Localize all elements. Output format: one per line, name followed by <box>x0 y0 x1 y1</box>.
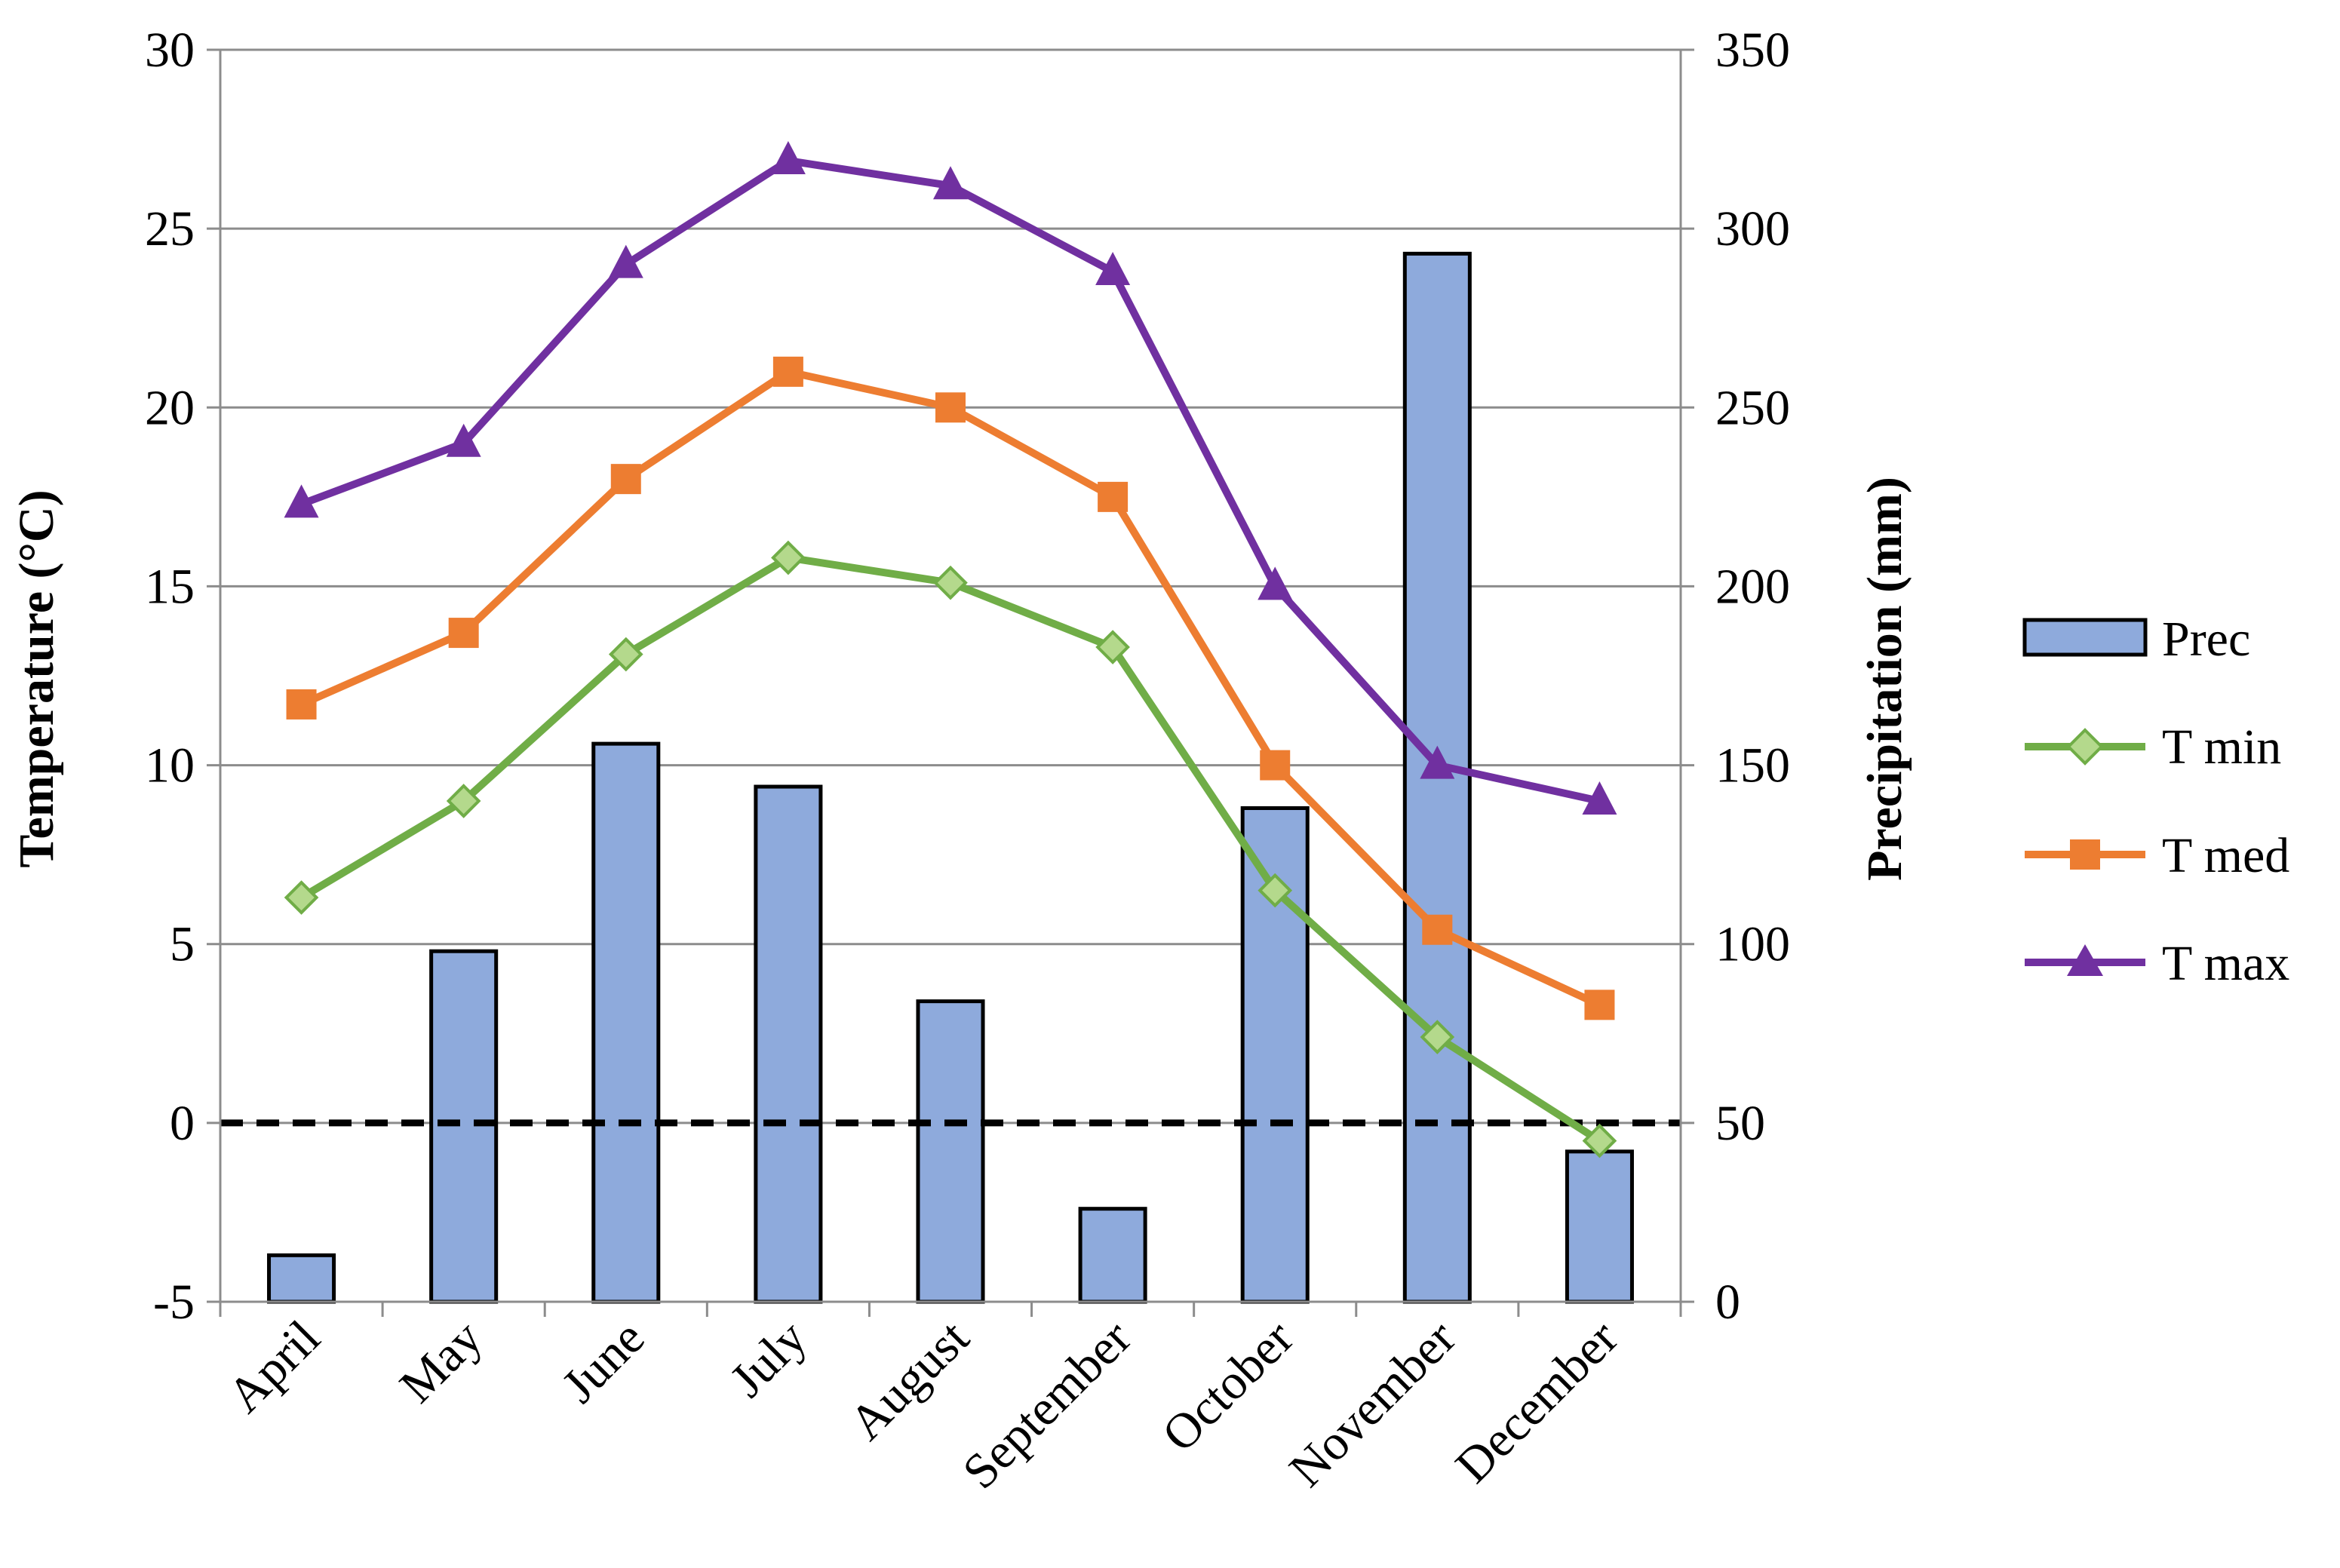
x-tick-label-october: October <box>1152 1310 1304 1462</box>
marker-tmin-may <box>446 784 481 818</box>
y-right-tick-label: 250 <box>1715 380 1790 435</box>
bar-prec-june <box>591 741 661 1304</box>
y-left-tick-label: 25 <box>145 201 195 256</box>
marker-tmed-may <box>448 618 479 649</box>
legend-label-tmax: T max <box>2162 936 2289 991</box>
y-right-tick-label: 100 <box>1715 917 1790 972</box>
bar-prec-may <box>429 949 499 1304</box>
marker-tmed-december <box>1584 990 1615 1020</box>
x-tick-label-july: July <box>720 1310 817 1407</box>
marker-tmin-july <box>771 540 806 575</box>
marker-tmin-september <box>1095 630 1130 664</box>
legend-marker-tmed <box>2070 839 2100 870</box>
marker-tmin-april <box>284 880 319 915</box>
marker-tmed-july <box>772 356 803 387</box>
y-right-tick-label: 50 <box>1715 1096 1765 1151</box>
y-left-tick-label: 30 <box>145 23 195 78</box>
y-axis-left-title: Temperature (°C) <box>9 489 64 867</box>
bar-prec-september <box>1078 1207 1147 1304</box>
bar-prec-april <box>267 1253 336 1304</box>
marker-tmax-may <box>446 423 481 457</box>
temperature-lines <box>284 141 1617 1158</box>
y-left-tick-label: -5 <box>153 1275 195 1330</box>
marker-tmax-october <box>1258 566 1293 600</box>
y-right-tick-label: 300 <box>1715 201 1790 256</box>
y-right-tick-label: 350 <box>1715 23 1790 78</box>
marker-tmed-october <box>1260 750 1291 781</box>
x-tick-label-november: November <box>1279 1310 1466 1498</box>
y-right-tick-label: 150 <box>1715 738 1790 793</box>
legend: Prec T min T med T max <box>2022 612 2289 991</box>
bar-prec-july <box>754 784 823 1304</box>
marker-tmed-april <box>286 689 317 720</box>
marker-tmin-august <box>933 565 968 600</box>
y-left-tick-label: 5 <box>170 917 195 972</box>
x-tick-label-august: August <box>839 1310 979 1450</box>
precipitation-bars <box>267 251 1634 1304</box>
y-left-tick-label: 20 <box>145 380 195 435</box>
y-left-tick-label: 15 <box>145 559 195 614</box>
legend-label-tmed: T med <box>2162 828 2289 883</box>
legend-label-tmin: T min <box>2162 720 2281 775</box>
y-right-tick-label: 200 <box>1715 559 1790 614</box>
marker-tmax-december <box>1582 781 1617 815</box>
marker-tmed-june <box>610 464 641 495</box>
marker-tmed-november <box>1422 914 1453 945</box>
marker-tmin-october <box>1258 873 1293 908</box>
marker-tmed-august <box>935 392 966 423</box>
y-left-tick-label: 0 <box>170 1096 195 1151</box>
legend-label-prec: Prec <box>2162 612 2250 667</box>
bar-prec-august <box>916 999 985 1304</box>
legend-marker-tmin <box>2066 728 2104 766</box>
marker-tmed-september <box>1098 481 1129 512</box>
x-tick-label-may: May <box>389 1310 493 1413</box>
bar-prec-december <box>1565 1149 1634 1304</box>
x-tick-label-april: April <box>217 1310 330 1423</box>
y-right-tick-label: 0 <box>1715 1275 1740 1330</box>
axes <box>207 48 1694 1317</box>
marker-tmax-july <box>770 141 806 175</box>
x-tick-label-december: December <box>1445 1310 1629 1493</box>
marker-tmax-november <box>1420 745 1455 779</box>
marker-tmin-june <box>608 637 643 672</box>
marker-tmax-april <box>284 484 319 518</box>
x-tick-label-june: June <box>551 1310 655 1413</box>
y-axis-right-title: Precipitation (mm) <box>1857 477 1912 881</box>
marker-tmax-june <box>608 244 643 278</box>
x-tick-label-september: September <box>953 1310 1142 1499</box>
y-left-tick-label: 10 <box>145 738 195 793</box>
legend-swatch-prec <box>2022 618 2148 657</box>
marker-tmin-november <box>1420 1020 1455 1054</box>
legend-marker-tmax <box>2067 944 2103 976</box>
marker-tmin-december <box>1582 1123 1617 1158</box>
marker-tmax-september <box>1095 252 1131 286</box>
marker-tmax-august <box>933 166 968 200</box>
